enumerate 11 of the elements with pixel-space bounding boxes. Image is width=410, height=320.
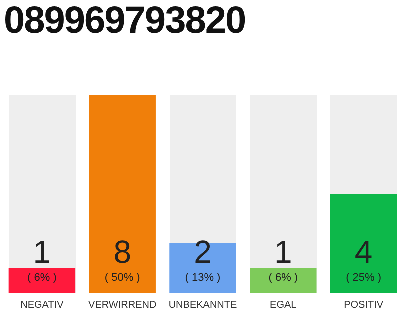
x-tick-label: VERWIRREND	[88, 300, 157, 311]
x-tick-label: EGAL	[270, 300, 298, 311]
chart-title: 089969793820	[4, 0, 246, 43]
data-label: 1 ( 6% )	[268, 234, 298, 284]
data-label: 2 ( 13% )	[185, 234, 221, 284]
data-label: 1 ( 6% )	[28, 234, 57, 284]
data-label: 8 ( 50% )	[104, 234, 140, 284]
x-tick-label: UNBEKANNTE	[168, 300, 238, 311]
x-tick-label: POSITIV	[344, 300, 384, 311]
x-tick-label: NEGATIV	[20, 300, 64, 311]
data-label: 4 ( 25% )	[346, 234, 382, 284]
